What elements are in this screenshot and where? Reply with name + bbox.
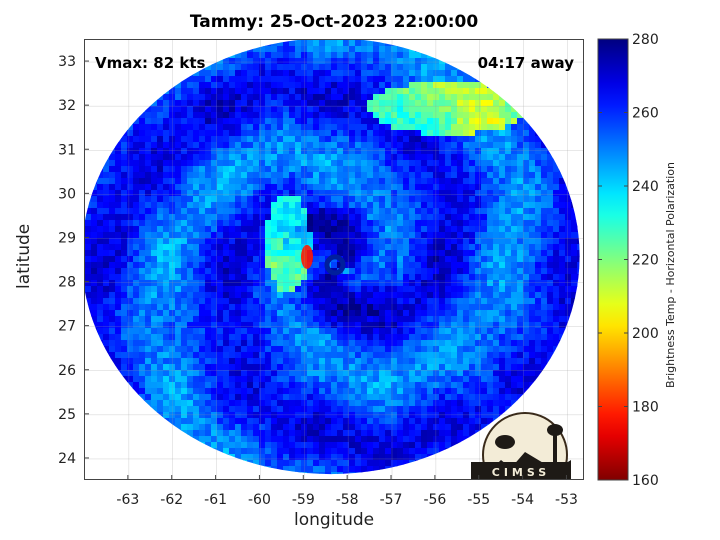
- colorbar-tick-label: 160: [632, 473, 659, 489]
- x-tick-label: -62: [160, 492, 183, 508]
- colorbar-tick-label: 220: [632, 253, 659, 269]
- y-tick-label: 29: [58, 230, 76, 246]
- y-tick-label: 31: [58, 142, 76, 158]
- y-tick-label: 27: [58, 319, 76, 335]
- cimss-logo: CIMSS: [471, 412, 571, 479]
- y-tick-label: 24: [58, 451, 76, 467]
- y-tick-label: 28: [58, 275, 76, 291]
- plot-area: CIMSS Vmax: 82 kts 04:17 away: [84, 39, 584, 480]
- x-tick-label: -59: [292, 492, 315, 508]
- vmax-annotation: Vmax: 82 kts: [95, 54, 206, 72]
- colorbar-tick-label: 240: [632, 179, 659, 195]
- y-tick-label: 32: [58, 98, 76, 114]
- warm-feature-mark: [301, 244, 313, 269]
- chart-title: Tammy: 25-Oct-2023 22:00:00: [189, 12, 479, 32]
- x-axis-title: longitude: [294, 510, 375, 530]
- y-tick-label: 26: [58, 363, 76, 379]
- y-axis-title: latitude: [14, 223, 34, 289]
- x-tick-label: -55: [467, 492, 490, 508]
- logo-text: CIMSS: [492, 466, 550, 479]
- plot-svg: CIMSS: [85, 40, 583, 479]
- x-tick-label: -54: [511, 492, 534, 508]
- grid-lines: [85, 40, 583, 479]
- colorbar-tick-label: 200: [632, 326, 659, 342]
- y-tick-label: 33: [58, 54, 76, 70]
- colorbar-tick-label: 180: [632, 400, 659, 416]
- colorbar-gradient: [597, 38, 629, 481]
- x-tick-label: -58: [336, 492, 359, 508]
- x-tick-label: -60: [248, 492, 271, 508]
- x-tick-label: -53: [555, 492, 578, 508]
- storm-eye-mark: [324, 254, 346, 276]
- x-tick-label: -63: [116, 492, 139, 508]
- x-tick-label: -61: [204, 492, 227, 508]
- x-tick-label: -56: [423, 492, 446, 508]
- y-tick-label: 25: [58, 407, 76, 423]
- time-away-annotation: 04:17 away: [477, 54, 574, 72]
- colorbar-tick-label: 280: [632, 32, 659, 48]
- colorbar-label: Brightness Temp - Horizontal Polarizatio…: [664, 162, 677, 388]
- colorbar-tick-label: 260: [632, 106, 659, 122]
- y-tick-label: 30: [58, 186, 76, 202]
- x-tick-label: -57: [380, 492, 403, 508]
